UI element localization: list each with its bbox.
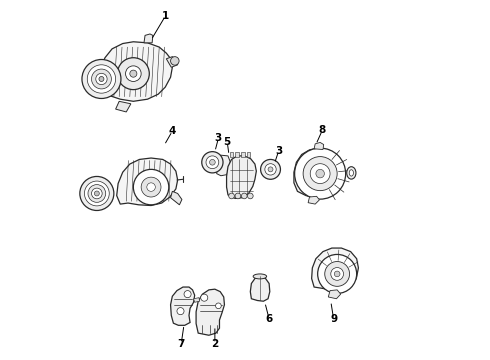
Circle shape: [84, 181, 109, 206]
Circle shape: [147, 183, 155, 192]
Circle shape: [261, 159, 280, 179]
Circle shape: [294, 148, 345, 199]
Polygon shape: [241, 152, 245, 157]
Circle shape: [303, 157, 337, 191]
Circle shape: [310, 164, 330, 184]
Circle shape: [118, 58, 149, 90]
Circle shape: [87, 65, 116, 93]
Polygon shape: [247, 152, 250, 157]
Circle shape: [82, 59, 121, 99]
Polygon shape: [196, 289, 224, 335]
Circle shape: [141, 177, 161, 197]
Circle shape: [133, 169, 169, 205]
Polygon shape: [312, 248, 358, 291]
Circle shape: [99, 77, 104, 81]
Text: 4: 4: [169, 126, 176, 136]
Circle shape: [125, 66, 141, 81]
Text: 3: 3: [275, 146, 282, 156]
Polygon shape: [117, 158, 178, 206]
Polygon shape: [217, 155, 230, 176]
Circle shape: [210, 159, 215, 165]
Polygon shape: [328, 290, 341, 299]
Circle shape: [216, 303, 221, 309]
Ellipse shape: [253, 274, 267, 279]
Polygon shape: [230, 152, 233, 157]
Text: 2: 2: [211, 339, 219, 349]
Circle shape: [247, 193, 253, 199]
Circle shape: [96, 73, 107, 85]
Circle shape: [316, 169, 324, 178]
Circle shape: [80, 176, 114, 211]
Polygon shape: [235, 152, 239, 157]
Polygon shape: [144, 34, 153, 43]
Circle shape: [92, 188, 102, 199]
Polygon shape: [171, 287, 195, 325]
Polygon shape: [226, 156, 256, 198]
Polygon shape: [171, 192, 182, 205]
Circle shape: [130, 70, 137, 77]
Circle shape: [325, 261, 349, 286]
Circle shape: [206, 156, 219, 168]
Circle shape: [184, 291, 191, 298]
Polygon shape: [314, 143, 324, 149]
Text: 1: 1: [162, 11, 169, 21]
Circle shape: [201, 294, 208, 301]
Circle shape: [177, 307, 184, 315]
Polygon shape: [194, 298, 199, 302]
Circle shape: [229, 193, 234, 199]
Circle shape: [88, 185, 106, 202]
Circle shape: [95, 191, 99, 196]
Circle shape: [268, 167, 273, 172]
Text: 6: 6: [266, 314, 273, 324]
Text: 5: 5: [223, 138, 231, 148]
Circle shape: [318, 255, 357, 293]
Polygon shape: [308, 196, 319, 204]
Circle shape: [202, 152, 223, 173]
Polygon shape: [116, 101, 131, 112]
Text: 8: 8: [318, 125, 326, 135]
Circle shape: [92, 69, 111, 89]
Circle shape: [265, 164, 276, 175]
Circle shape: [331, 267, 343, 280]
Circle shape: [242, 193, 247, 199]
Ellipse shape: [347, 167, 356, 179]
Text: 9: 9: [330, 314, 337, 324]
Circle shape: [235, 193, 241, 199]
Polygon shape: [166, 57, 178, 67]
Ellipse shape: [349, 170, 353, 176]
Text: 3: 3: [215, 133, 222, 143]
Polygon shape: [98, 42, 172, 101]
Polygon shape: [250, 276, 270, 301]
Text: 7: 7: [177, 339, 185, 349]
Circle shape: [171, 57, 179, 65]
Polygon shape: [294, 148, 342, 198]
Circle shape: [334, 271, 340, 277]
